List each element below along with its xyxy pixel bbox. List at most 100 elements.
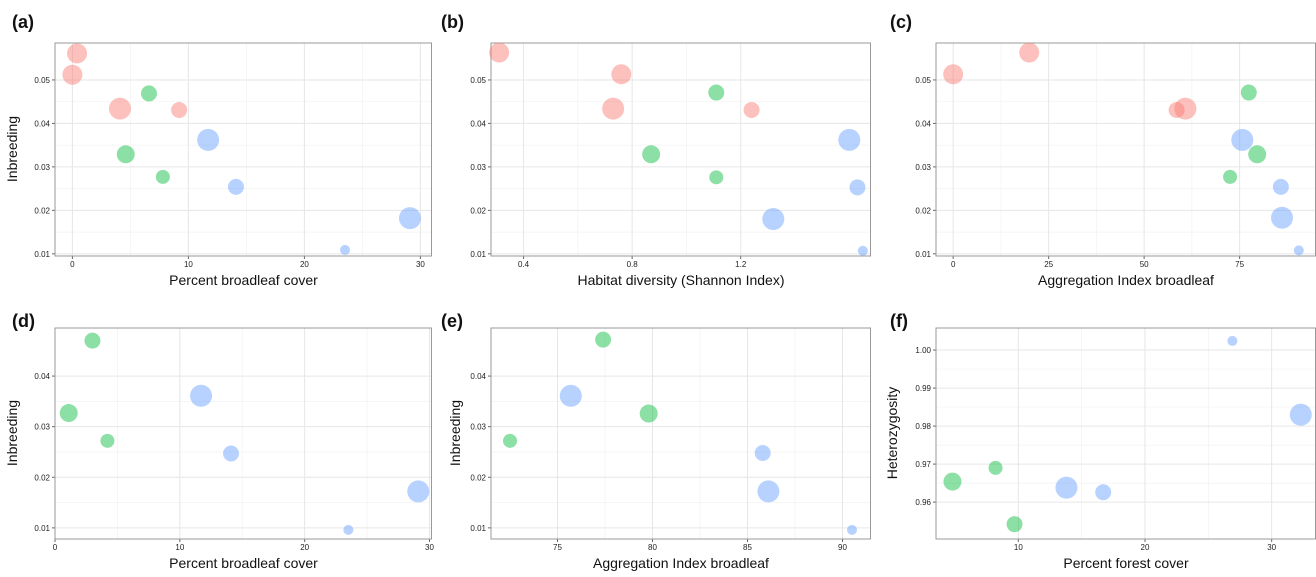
x-tick-label: 0.8 bbox=[627, 260, 639, 269]
x-tick-label: 0 bbox=[70, 260, 75, 269]
panel-label: (e) bbox=[441, 311, 463, 331]
data-point-green bbox=[1240, 84, 1257, 101]
panel-d: 0 10 20 30 0.01 0.02 0.03 0.04 (d) Percent broadl… bbox=[4, 311, 434, 571]
x-tick-label: 20 bbox=[300, 543, 309, 552]
y-axis-title: Inbreeding bbox=[447, 400, 463, 466]
x-tick-label: 10 bbox=[1014, 543, 1023, 552]
y-axis-title: Heterozygosity bbox=[884, 387, 900, 480]
data-point-green bbox=[708, 84, 725, 101]
x-tick-label: 10 bbox=[175, 543, 184, 552]
y-tick-label: 0.98 bbox=[915, 422, 931, 431]
panel-a: 0 10 20 30 0.01 0.02 0.03 0.04 0.05 (a) Percent br… bbox=[4, 12, 432, 288]
plot-frame bbox=[54, 42, 432, 257]
y-tick-label: 0.01 bbox=[915, 250, 931, 259]
data-point-red bbox=[67, 43, 88, 64]
data-point-blue bbox=[223, 445, 240, 462]
x-tick-label: 75 bbox=[1235, 260, 1244, 269]
y-tick-label: 0.04 bbox=[915, 119, 931, 128]
data-point-blue bbox=[197, 128, 220, 151]
x-tick-label: 0 bbox=[53, 543, 58, 552]
data-point-blue bbox=[1293, 245, 1304, 256]
data-point-blue bbox=[1271, 206, 1294, 229]
y-tick-label: 0.04 bbox=[34, 372, 50, 381]
x-tick-label: 1.2 bbox=[735, 260, 747, 269]
y-tick-label: 0.03 bbox=[34, 163, 50, 172]
x-tick-label: 50 bbox=[1140, 260, 1149, 269]
data-point-red bbox=[489, 42, 510, 63]
data-point-blue bbox=[398, 207, 421, 230]
x-axis-title: Aggregation Index broadleaf bbox=[593, 555, 769, 571]
y-tick-label: 0.02 bbox=[470, 473, 486, 482]
y-tick-label: 0.04 bbox=[470, 119, 486, 128]
data-point-blue bbox=[754, 444, 771, 461]
data-point-green bbox=[100, 433, 115, 448]
plot-frame bbox=[490, 327, 871, 540]
x-axis-title: Percent broadleaf cover bbox=[169, 555, 318, 571]
x-tick-label: 10 bbox=[184, 260, 193, 269]
data-point-blue bbox=[559, 384, 582, 407]
panel-label: (b) bbox=[441, 12, 464, 32]
x-tick-label: 0.4 bbox=[518, 260, 530, 269]
y-tick-label: 0.05 bbox=[34, 76, 50, 85]
plot-frame bbox=[490, 42, 871, 257]
y-tick-label: 0.03 bbox=[34, 423, 50, 432]
x-tick-label: 80 bbox=[648, 543, 657, 552]
y-tick-label: 0.03 bbox=[915, 163, 931, 172]
data-point-green bbox=[155, 169, 170, 184]
x-tick-label: 75 bbox=[553, 543, 562, 552]
data-point-green bbox=[1006, 516, 1023, 533]
data-point-blue bbox=[227, 178, 244, 195]
data-point-blue bbox=[1095, 484, 1112, 501]
y-tick-label: 0.02 bbox=[470, 206, 486, 215]
data-point-red bbox=[1019, 42, 1040, 63]
panel-f: 10 20 30 0.96 0.97 0.98 0.99 1.00 (f) Percent for… bbox=[884, 311, 1316, 571]
y-tick-label: 1.00 bbox=[915, 346, 931, 355]
data-point-green bbox=[59, 404, 78, 423]
x-tick-label: 85 bbox=[743, 543, 752, 552]
x-axis-title: Percent broadleaf cover bbox=[169, 272, 318, 288]
data-point-green bbox=[642, 145, 661, 164]
plot-frame bbox=[54, 327, 432, 540]
y-tick-label: 0.02 bbox=[34, 473, 50, 482]
data-point-green bbox=[503, 433, 517, 448]
y-tick-label: 0.04 bbox=[34, 119, 50, 128]
y-tick-label: 0.01 bbox=[470, 524, 486, 533]
data-point-blue bbox=[857, 245, 868, 256]
y-tick-label: 0.01 bbox=[34, 250, 50, 259]
x-tick-label: 20 bbox=[300, 260, 309, 269]
data-point-red bbox=[1168, 101, 1185, 118]
y-tick-label: 0.04 bbox=[470, 372, 486, 381]
x-axis-title: Aggregation Index broadleaf bbox=[1038, 272, 1214, 288]
x-tick-label: 90 bbox=[838, 543, 847, 552]
panel-label: (c) bbox=[890, 12, 912, 32]
data-point-blue bbox=[1272, 178, 1289, 195]
x-tick-label: 25 bbox=[1044, 260, 1053, 269]
data-point-blue bbox=[1231, 128, 1254, 151]
y-tick-label: 0.01 bbox=[470, 250, 486, 259]
y-axis-title: Inbreeding bbox=[4, 400, 20, 466]
x-axis-title: Habitat diversity (Shannon Index) bbox=[578, 272, 785, 288]
x-tick-label: 20 bbox=[1141, 543, 1150, 552]
panel-e: 75 80 85 90 0.01 0.02 0.03 0.04 (e) Aggregation I… bbox=[441, 311, 871, 571]
data-point-green bbox=[140, 85, 157, 102]
y-tick-label: 0.01 bbox=[34, 524, 50, 533]
data-point-blue bbox=[340, 244, 350, 255]
data-point-red bbox=[108, 97, 131, 120]
x-tick-label: 30 bbox=[1267, 543, 1276, 552]
panel-label: (a) bbox=[12, 12, 34, 32]
data-point-red bbox=[743, 101, 760, 118]
y-tick-label: 0.05 bbox=[470, 76, 486, 85]
data-point-blue bbox=[849, 179, 866, 196]
y-tick-label: 0.99 bbox=[915, 384, 931, 393]
data-point-red bbox=[1174, 97, 1197, 120]
data-point-blue bbox=[847, 524, 857, 535]
x-tick-label: 0 bbox=[951, 260, 956, 269]
data-point-red bbox=[611, 64, 632, 85]
data-point-blue bbox=[1055, 476, 1078, 499]
panel-c: 0 25 50 75 0.01 0.02 0.03 0.04 0.05 (c) Aggregatio… bbox=[890, 12, 1316, 288]
data-point-blue bbox=[407, 480, 430, 503]
panel-label: (d) bbox=[12, 311, 35, 331]
data-point-green bbox=[639, 404, 658, 423]
y-tick-label: 0.03 bbox=[470, 423, 486, 432]
